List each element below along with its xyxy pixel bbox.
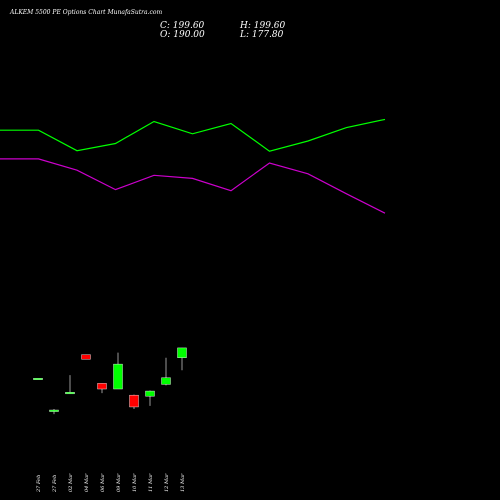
candle-body xyxy=(161,377,171,385)
x-tick-label: 02 Mar xyxy=(68,473,74,492)
candle xyxy=(129,394,139,409)
high-value: H: 199.60 xyxy=(239,21,286,31)
x-tick-label: 11 Mar xyxy=(148,473,154,492)
indicator-line-2 xyxy=(0,158,386,214)
x-tick-label: 06 Mar xyxy=(100,473,106,492)
candle-body xyxy=(33,378,43,380)
x-tick-label: 27 Feb xyxy=(52,475,58,493)
candle-body xyxy=(97,383,107,390)
candle-body xyxy=(49,409,59,412)
x-tick-label: 09 Mar xyxy=(116,473,122,492)
candle xyxy=(145,390,155,406)
candle xyxy=(161,357,171,386)
open-value: O: 190.00 xyxy=(160,30,205,40)
x-tick-label: 04 Mar xyxy=(84,473,90,492)
chart-title: ALKEM 5500 PE Options Chart MunafaSutra.… xyxy=(9,9,162,16)
low-value: L: 177.80 xyxy=(239,30,284,40)
x-tick-label: 12 Mar xyxy=(164,473,170,492)
candle-body xyxy=(113,363,123,390)
candle-body xyxy=(129,394,139,408)
candle-body xyxy=(81,354,91,360)
candle xyxy=(97,383,107,394)
candle-body xyxy=(177,347,187,358)
candle-body xyxy=(145,390,155,397)
indicator-line-1 xyxy=(0,118,386,152)
candle-body xyxy=(65,392,75,395)
candle xyxy=(177,347,187,371)
indicator-lines xyxy=(0,118,386,214)
x-axis-tick-labels: 27 Feb 27 Feb 02 Mar 04 Mar 06 Mar 09 Mar 10 M… xyxy=(36,473,186,493)
candle xyxy=(113,352,123,390)
candles xyxy=(33,347,187,415)
close-value: C: 199.60 xyxy=(160,21,205,31)
candle xyxy=(81,354,91,360)
x-tick-label: 10 Mar xyxy=(132,473,138,492)
candle xyxy=(65,375,75,395)
candle xyxy=(33,378,43,380)
x-tick-label: 13 Mar xyxy=(180,473,186,492)
candle xyxy=(49,409,59,415)
x-tick-label: 27 Feb xyxy=(36,475,42,493)
